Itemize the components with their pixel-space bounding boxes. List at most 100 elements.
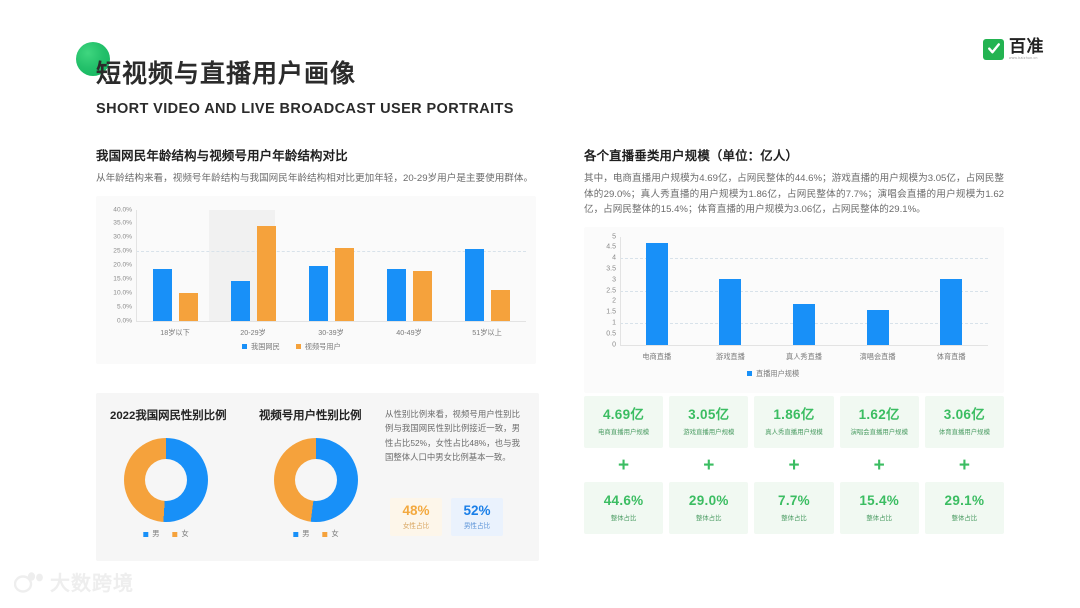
metric-caption: 整体占比 [781, 513, 807, 522]
metric-caption: 整体占比 [952, 513, 978, 522]
y-tick-label: 2 [586, 298, 616, 305]
bar-视频号用户-51岁以上 [491, 290, 510, 321]
y-tick-label: 20.0% [102, 262, 132, 269]
legend-swatch-icon [747, 371, 752, 376]
x-tick-label: 30-39岁 [318, 328, 344, 338]
plus-icon: + [669, 454, 748, 476]
plus-icon: + [925, 454, 1004, 476]
legend-swatch-male-icon [293, 532, 298, 537]
bar-视频号用户-18岁以下 [179, 293, 198, 321]
y-tick-label: 35.0% [102, 220, 132, 227]
cards-plus-row: +++++ [584, 454, 1004, 476]
female-ratio-badge: 48% 女性占比 [390, 498, 442, 536]
left-chart-x-axis-line [136, 321, 526, 322]
metric-value: 29.1% [945, 494, 985, 508]
legend-swatch-icon [296, 344, 301, 349]
y-tick-label: 30.0% [102, 234, 132, 241]
metric-value: 1.62亿 [859, 408, 900, 422]
watermark-text: 大数跨境 [50, 567, 134, 596]
right-chart-x-axis-line [620, 345, 988, 346]
metric-card-share-1: 29.0% 整体占比 [669, 482, 748, 534]
y-tick-label: 40.0% [102, 206, 132, 213]
gender-ratio-panel: 2022我国网民性别比例 视频号用户性别比例 男 女 男 女 从性别比例来看，视… [96, 393, 539, 561]
metric-card-scale-2: 1.86亿真人秀直播用户规模 [754, 396, 833, 448]
y-tick-label: 1 [586, 319, 616, 326]
metric-card-scale-1: 3.05亿游戏直播用户规模 [669, 396, 748, 448]
bar-我国网民-18岁以下 [153, 269, 172, 321]
right-chart-plot-area [620, 237, 988, 345]
metric-caption: 整体占比 [611, 513, 637, 522]
brand-name: 百准 [1009, 38, 1044, 55]
x-tick-label: 演唱会直播 [860, 352, 896, 362]
right-chart-legend: 直播用户规模 [747, 369, 799, 379]
cards-top-row: 4.69亿电商直播用户规模3.05亿游戏直播用户规模1.86亿真人秀直播用户规模… [584, 396, 1004, 448]
brand-logo: 百准 www.baizhun.cn [983, 38, 1044, 60]
metric-value: 4.69亿 [603, 408, 644, 422]
x-tick-label: 电商直播 [642, 352, 671, 362]
left-chart-plot-area [136, 210, 526, 321]
bar-我国网民-40-49岁 [387, 269, 406, 321]
left-column: 我国网民年龄结构与视频号用户年龄结构对比 从年龄结构来看，视频号年龄结构与我国网… [96, 146, 536, 364]
y-tick-label: 0.5 [586, 330, 616, 337]
legend-swatch-icon [242, 344, 247, 349]
metric-value: 15.4% [859, 494, 899, 508]
age-structure-bar-chart: 0.0%5.0%10.0%15.0%20.0%25.0%30.0%35.0%40… [96, 196, 536, 364]
page-subtitle: SHORT VIDEO AND LIVE BROADCAST USER PORT… [96, 101, 514, 117]
y-tick-label: 3.5 [586, 265, 616, 272]
metric-card-share-0: 44.6% 整体占比 [584, 482, 663, 534]
check-mark-icon [983, 39, 1004, 60]
donut-chart-video-user-gender [274, 438, 358, 522]
donut-chart-netizen-gender [124, 438, 208, 522]
metric-card-scale-4: 3.06亿体育直播用户规模 [925, 396, 1004, 448]
bar-视频号用户-30-39岁 [335, 248, 354, 320]
bar-我国网民-20-29岁 [231, 281, 250, 320]
legend-swatch-male-icon [143, 532, 148, 537]
male-ratio-caption: 男性占比 [464, 520, 490, 530]
bar-直播用户规模-游戏直播 [719, 279, 741, 345]
metric-value: 1.86亿 [773, 408, 814, 422]
left-section-title: 我国网民年龄结构与视频号用户年龄结构对比 [96, 146, 536, 164]
metric-value: 3.06亿 [944, 408, 985, 422]
legend-male: 男 [143, 529, 159, 539]
y-tick-label: 5.0% [102, 303, 132, 310]
y-tick-label: 0.0% [102, 317, 132, 324]
legend-male-label: 男 [302, 529, 309, 539]
legend-male: 男 [293, 529, 309, 539]
bar-视频号用户-40-49岁 [413, 271, 432, 321]
female-ratio-caption: 女性占比 [403, 520, 429, 530]
page-title: 短视频与直播用户画像 [96, 54, 356, 90]
metric-card-share-3: 15.4%整体占比 [840, 482, 919, 534]
x-tick-label: 18岁以下 [160, 328, 190, 338]
legend-label: 我国网民 [251, 342, 280, 352]
y-tick-label: 3 [586, 276, 616, 283]
donut-right-legend: 男 女 [293, 529, 338, 539]
x-tick-label: 51岁以上 [472, 328, 502, 338]
x-tick-label: 20-29岁 [240, 328, 266, 338]
page-header: 短视频与直播用户画像 SHORT VIDEO AND LIVE BROADCAS… [0, 0, 1080, 130]
legend-item-直播用户规模: 直播用户规模 [747, 369, 799, 379]
right-column: 各个直播垂类用户规模（单位：亿人） 其中，电商直播用户规模为4.69亿，占网民整… [584, 146, 1004, 393]
cards-bottom-row: 44.6%整体占比29.0%整体占比7.7%整体占比15.4%整体占比29.1%… [584, 482, 1004, 534]
male-ratio-value: 52% [463, 504, 490, 518]
metric-card-scale-0: 4.69亿电商直播用户规模 [584, 396, 663, 448]
bar-我国网民-30-39岁 [309, 266, 328, 321]
bar-我国网民-51岁以上 [465, 249, 484, 321]
metric-caption: 游戏直播用户规模 [683, 427, 734, 436]
metric-value: 7.7% [778, 494, 810, 508]
legend-female: 女 [323, 529, 339, 539]
metric-value: 44.6% [604, 494, 644, 508]
donut-ring [274, 438, 358, 522]
metric-value: 29.0% [689, 494, 729, 508]
metric-caption: 体育直播用户规模 [939, 427, 990, 436]
metric-caption: 整体占比 [696, 513, 722, 522]
legend-female: 女 [173, 529, 189, 539]
x-tick-label: 真人秀直播 [786, 352, 822, 362]
plus-icon: + [754, 454, 833, 476]
donut-ring [124, 438, 208, 522]
y-tick-label: 4.5 [586, 244, 616, 251]
metric-value: 3.05亿 [688, 408, 729, 422]
live-metrics-cards: 4.69亿电商直播用户规模3.05亿游戏直播用户规模1.86亿真人秀直播用户规模… [584, 396, 1004, 534]
plus-icon: + [584, 454, 663, 476]
legend-male-label: 男 [152, 529, 159, 539]
y-tick-label: 2.5 [586, 287, 616, 294]
